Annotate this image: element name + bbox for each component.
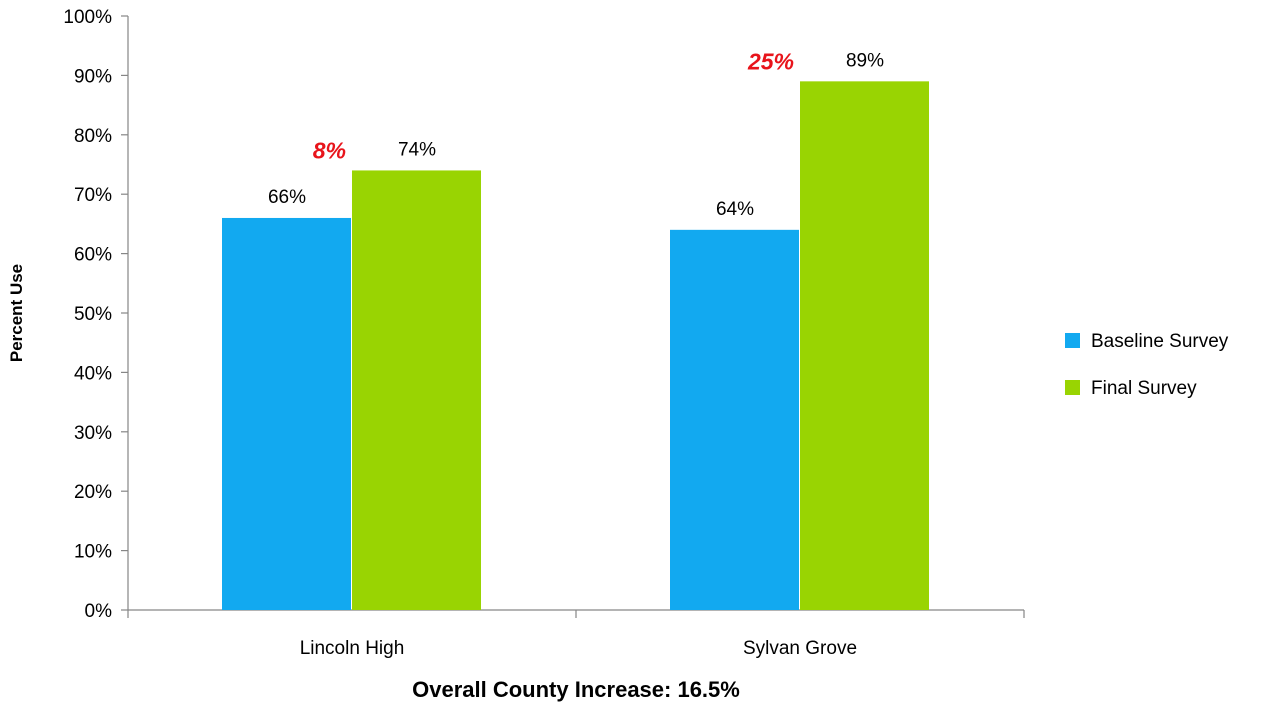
bar <box>222 217 351 610</box>
x-tick-label: Sylvan Grove <box>743 638 857 659</box>
legend-swatch <box>1065 380 1080 395</box>
y-tick-label: 20% <box>74 482 112 503</box>
y-tick-label: 70% <box>74 185 112 206</box>
legend-label: Final Survey <box>1091 378 1197 399</box>
increase-annotation: 8% <box>313 137 346 163</box>
legend-swatch <box>1065 333 1080 348</box>
x-axis: Lincoln High Sylvan Grove <box>127 609 1025 659</box>
x-tick-label: Lincoln High <box>300 638 405 659</box>
y-tick-label: 0% <box>85 601 113 622</box>
bar <box>352 170 481 610</box>
y-axis-title: Percent Use <box>7 264 26 362</box>
data-label: 74% <box>398 139 436 160</box>
x-axis-title: Overall County Increase: 16.5% <box>412 677 740 702</box>
y-tick-label: 10% <box>74 542 112 563</box>
y-tick-label: 80% <box>74 126 112 147</box>
y-tick-label: 100% <box>63 7 112 28</box>
y-axis: 0% 10% 20% 30% 40% 50% 60% 70% 80% 90% 100% <box>63 7 129 622</box>
data-label: 89% <box>846 50 884 71</box>
y-tick-label: 90% <box>74 66 112 87</box>
bar <box>670 229 799 610</box>
bar <box>800 81 929 611</box>
data-label: 66% <box>268 187 306 208</box>
data-label: 64% <box>716 199 754 220</box>
y-tick-label: 50% <box>74 304 112 325</box>
legend: Baseline Survey Final Survey <box>1065 331 1229 399</box>
y-tick-label: 30% <box>74 423 112 444</box>
y-tick-label: 60% <box>74 245 112 266</box>
increase-annotation: 25% <box>747 48 794 74</box>
value-labels: 66% 74% 8% 64% 89% 25% <box>268 48 884 220</box>
y-tick-label: 40% <box>74 363 112 384</box>
legend-label: Baseline Survey <box>1091 331 1229 352</box>
bars <box>222 81 929 611</box>
